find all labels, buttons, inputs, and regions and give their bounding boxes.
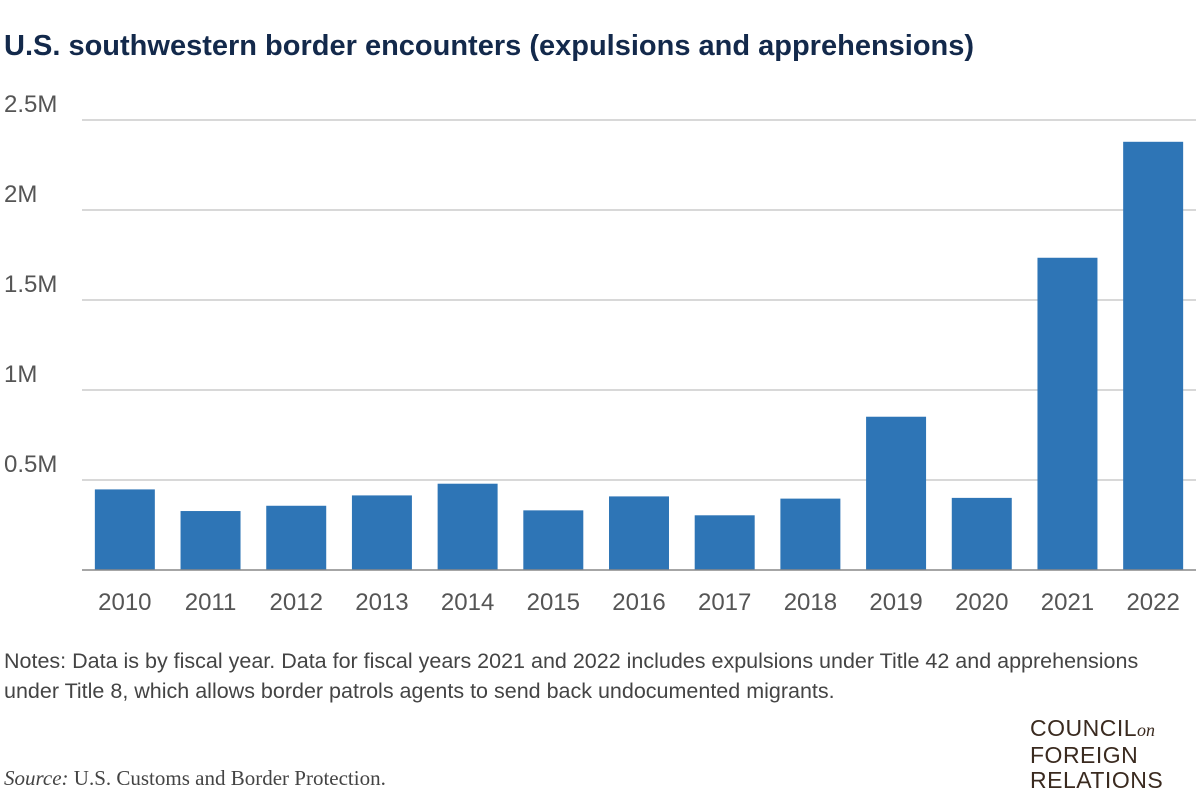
y-tick-label: 2M [4, 181, 37, 208]
x-tick-label: 2022 [1126, 589, 1179, 616]
bar-2011 [180, 511, 241, 570]
x-tick-label: 2016 [612, 589, 665, 616]
logo-on: on [1137, 720, 1156, 740]
y-tick-label: 2.5M [4, 91, 57, 118]
bar-2017 [694, 515, 755, 570]
x-tick-label: 2011 [185, 589, 237, 616]
bar-2022 [1123, 141, 1184, 570]
bar-2018 [780, 498, 841, 570]
source-line: Source: U.S. Customs and Border Protecti… [4, 766, 386, 791]
bar-2013 [351, 495, 412, 570]
x-tick-label: 2012 [270, 589, 323, 616]
source-label: Source: [4, 766, 69, 790]
bar-chart: 0.5M 1M 1.5M 2M 2.5M 2010 2011 2012 2013 2014 2015… [4, 91, 1196, 616]
bar-2010 [94, 489, 155, 570]
x-tick-label: 2018 [784, 589, 837, 616]
y-tick-label: 0.5M [4, 451, 57, 478]
x-tick-label: 2020 [955, 589, 1008, 616]
x-tick-label: 2010 [98, 589, 151, 616]
bar-2015 [523, 510, 584, 570]
x-tick-label: 2015 [527, 589, 580, 616]
bar-2020 [951, 497, 1012, 570]
bar-2021 [1037, 257, 1098, 570]
bar-2019 [866, 416, 927, 570]
y-tick-label: 1M [4, 361, 37, 388]
x-tick-label: 2014 [441, 589, 494, 616]
y-tick-label: 1.5M [4, 271, 57, 298]
chart-notes: Notes: Data is by fiscal year. Data for … [4, 649, 1139, 703]
chart-title: U.S. southwestern border encounters (exp… [4, 30, 975, 62]
logo-line-3: RELATIONS [1030, 767, 1164, 793]
bar-2012 [266, 505, 327, 570]
x-tick-label: 2021 [1041, 589, 1094, 616]
x-tick-label: 2019 [869, 589, 922, 616]
cfr-logo: COUNCILon FOREIGN RELATIONS [1030, 716, 1198, 793]
logo-council: COUNCIL [1030, 715, 1138, 741]
bar-2016 [609, 496, 669, 570]
logo-line-2: FOREIGN [1030, 742, 1139, 768]
x-tick-label: 2017 [698, 589, 751, 616]
x-tick-label: 2013 [355, 589, 408, 616]
logo-line-1: COUNCILon [1030, 716, 1198, 743]
source-text: U.S. Customs and Border Protection. [73, 766, 386, 790]
bar-2014 [437, 483, 498, 570]
